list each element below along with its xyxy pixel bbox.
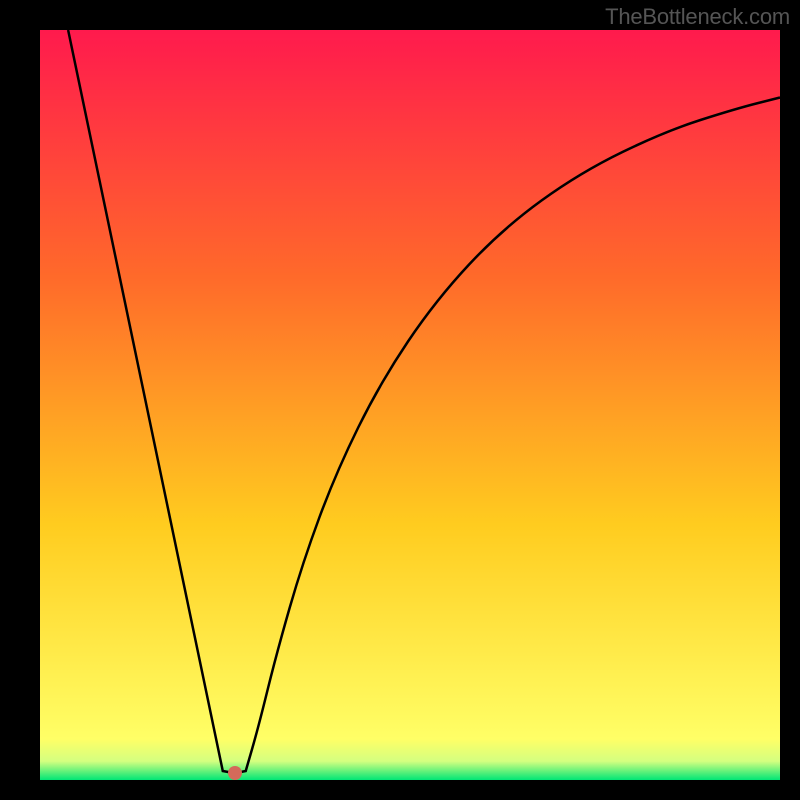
watermark-text: TheBottleneck.com xyxy=(605,4,790,30)
gradient-plot-area xyxy=(40,30,780,780)
curve-svg xyxy=(40,30,780,780)
optimal-point-marker xyxy=(228,766,242,780)
bottleneck-curve xyxy=(68,30,780,773)
